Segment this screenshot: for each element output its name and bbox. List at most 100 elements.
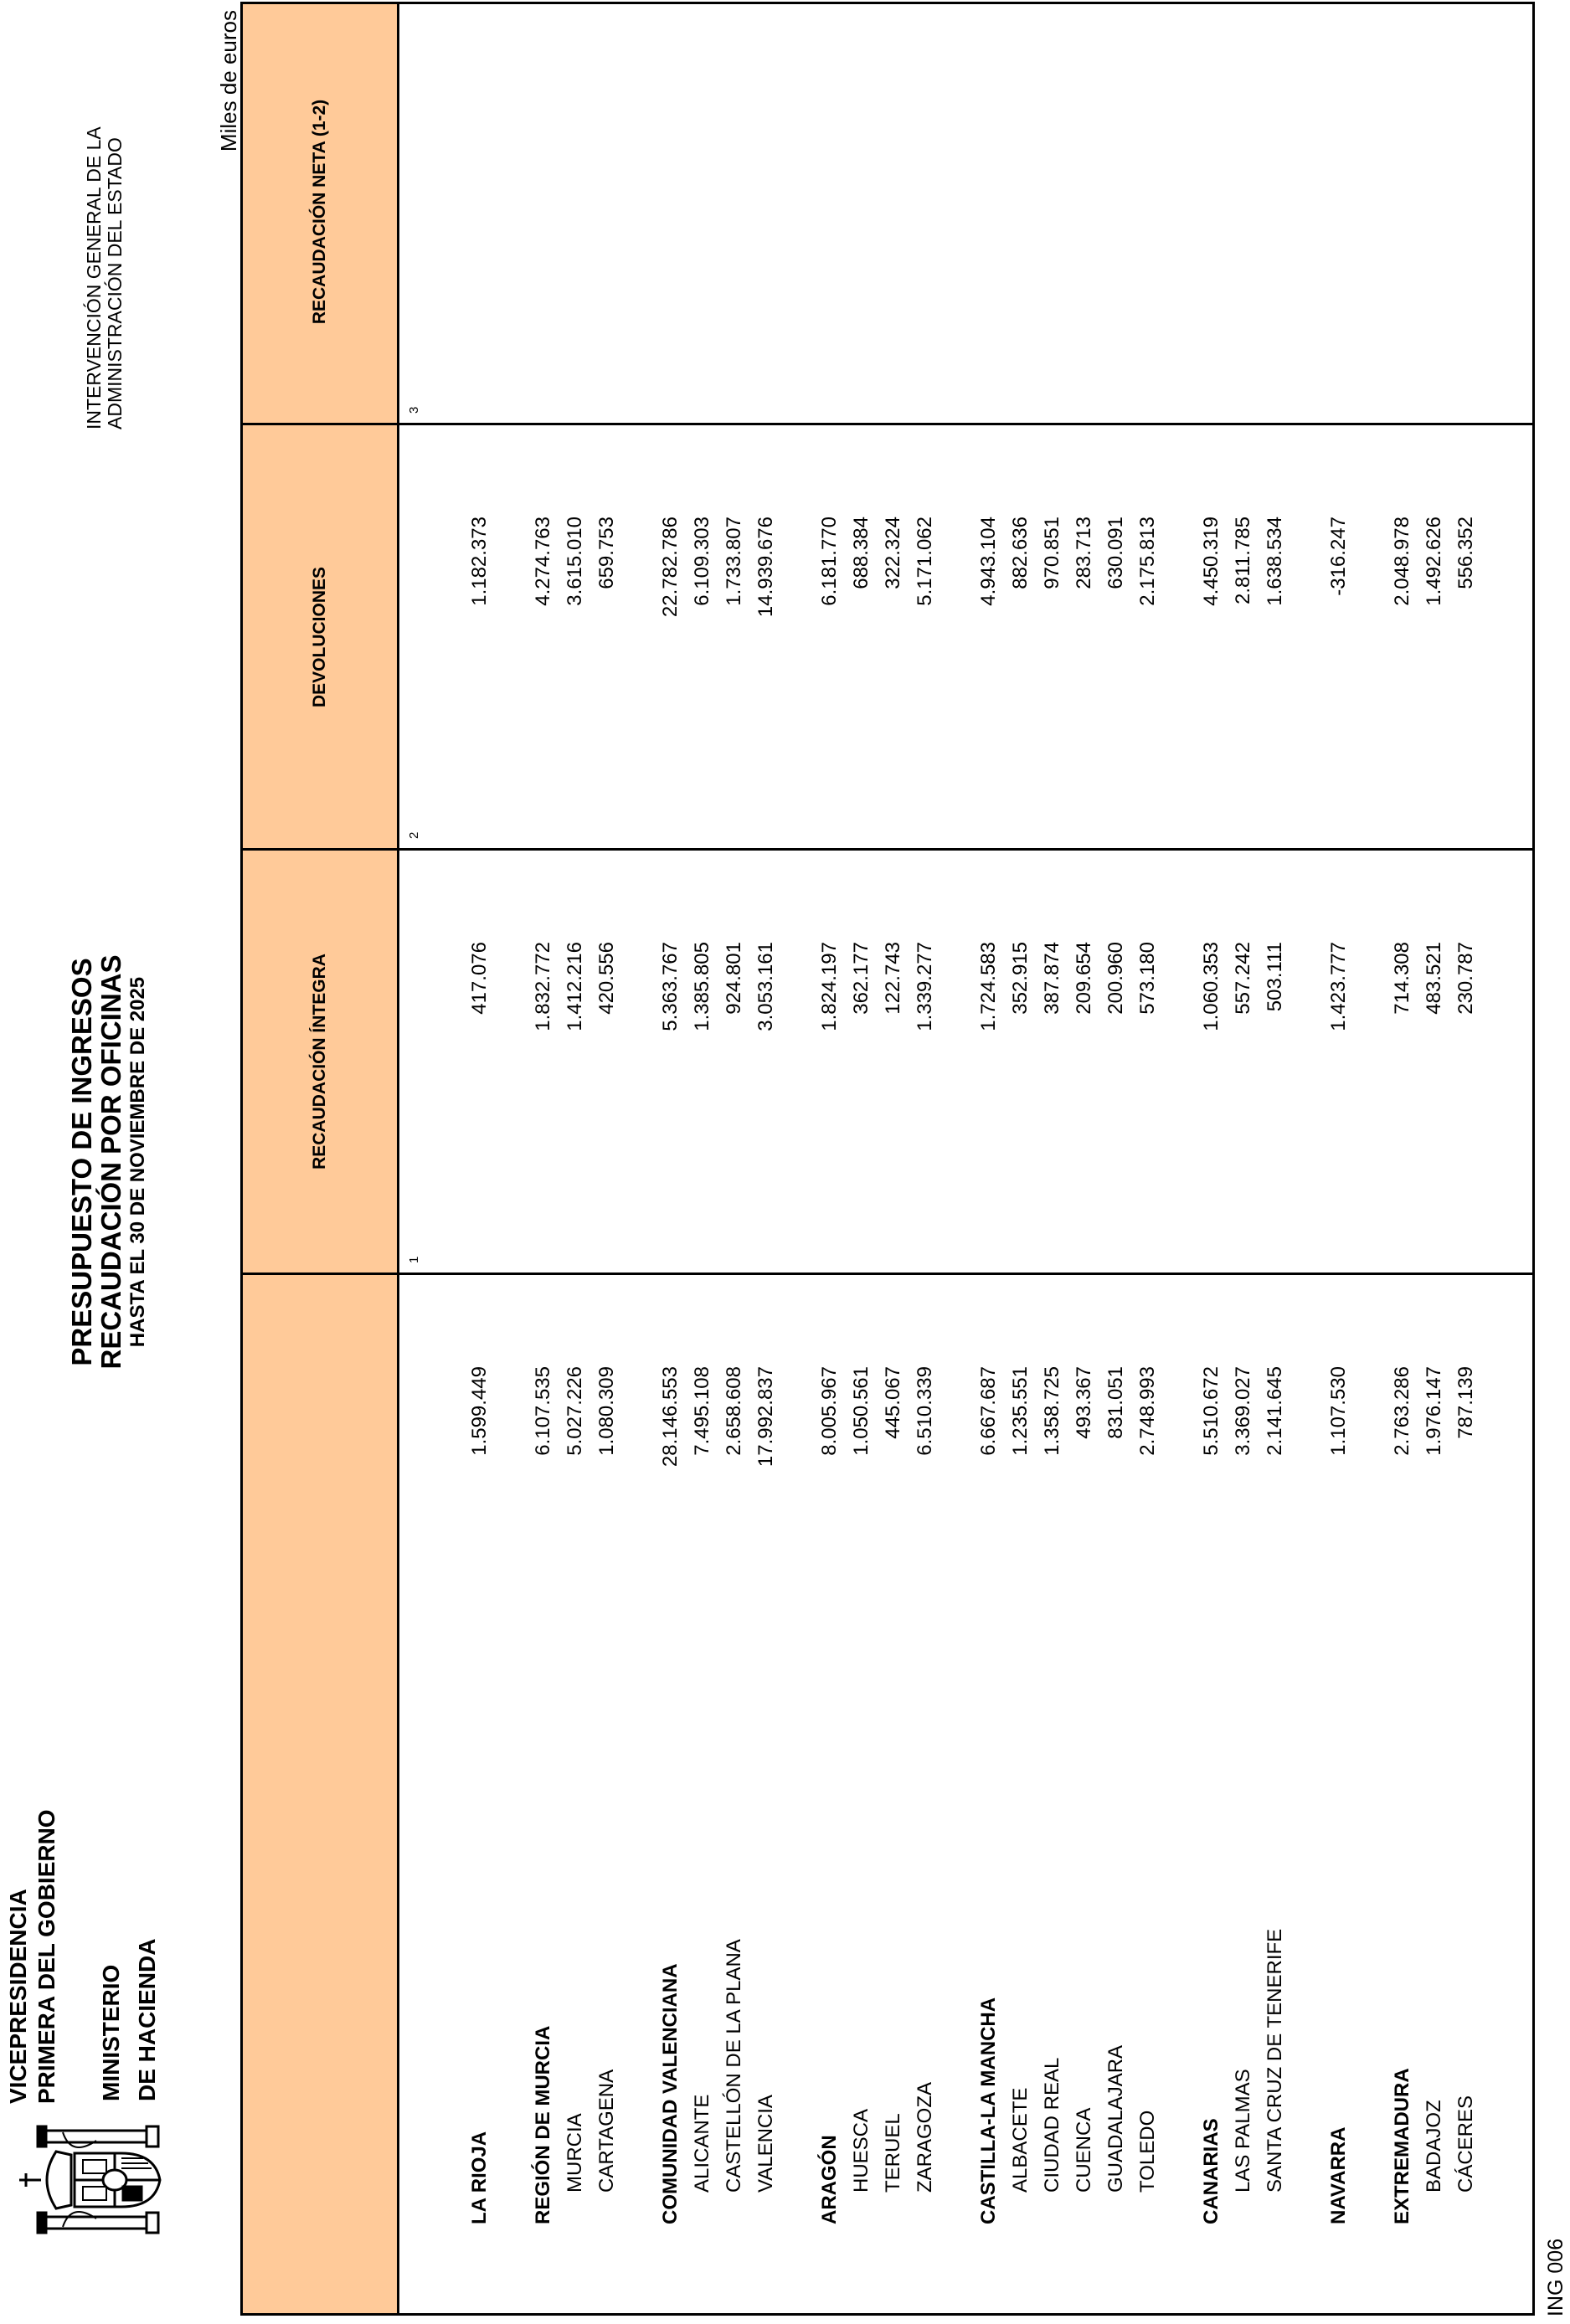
value-integra: 2.748.993 — [1136, 1366, 1159, 1456]
office-name: COMUNIDAD VALENCIANA — [659, 1963, 682, 2224]
value-devoluciones: 503.111 — [1264, 942, 1286, 1012]
value-integra: 5.027.226 — [564, 1366, 586, 1456]
value-integra: 1.976.147 — [1423, 1366, 1445, 1456]
value-neta: 4.274.763 — [532, 517, 554, 606]
group-row: COMUNIDAD VALENCIANA 28.146.553 5.363.767 2… — [655, 4, 687, 2313]
group-row: EXTREMADURA 2.763.286 714.308 2.048.978 — [1387, 4, 1418, 2313]
org-line-2: PRIMERA DEL GOBIERNO — [33, 1809, 59, 2104]
value-integra: 1.050.561 — [850, 1366, 873, 1456]
value-devoluciones: 1.060.353 — [1200, 942, 1223, 1031]
org-line-1: VICEPRESIDENCIA — [5, 1889, 31, 2104]
value-devoluciones: 1.412.216 — [564, 942, 586, 1031]
value-integra: 493.367 — [1073, 1366, 1095, 1439]
office-name: TOLEDO — [1136, 2110, 1159, 2193]
value-devoluciones: 483.521 — [1423, 942, 1445, 1015]
units-label: Miles de euros — [216, 10, 241, 152]
value-integra: 6.510.339 — [914, 1366, 936, 1456]
value-integra: 17.992.837 — [754, 1366, 777, 1468]
office-name: CÁCERES — [1454, 2095, 1477, 2193]
office-name: CANARIAS — [1200, 2118, 1223, 2224]
group-row: NAVARRA 1.107.530 1.423.777 -316.247 — [1323, 4, 1355, 2313]
office-row: ALICANTE 7.495.108 1.385.805 6.109.303 — [687, 4, 718, 2313]
agency-line-2: ADMINISTRACIÓN DEL ESTADO — [104, 137, 126, 429]
value-devoluciones: 714.308 — [1391, 942, 1413, 1015]
value-neta: 882.636 — [1009, 517, 1032, 589]
col-header-neta: RECAUDACIÓN NETA (1-2) — [310, 99, 329, 325]
value-neta: 2.175.813 — [1136, 517, 1159, 606]
value-neta: 1.182.373 — [468, 517, 491, 606]
value-neta: 322.324 — [882, 517, 904, 589]
office-row: LAS PALMAS 3.369.027 557.242 2.811.785 — [1228, 4, 1259, 2313]
value-integra: 1.599.449 — [468, 1366, 491, 1456]
page-title: PRESUPUESTO DE INGRESOS — [66, 958, 97, 1366]
col-number-3: 3 — [407, 406, 421, 414]
office-name: SANTA CRUZ DE TENERIFE — [1264, 1928, 1286, 2193]
group-row: REGIÓN DE MURCIA 6.107.535 1.832.772 4.274.… — [528, 4, 559, 2313]
value-devoluciones: 3.053.161 — [754, 942, 777, 1031]
value-devoluciones: 1.339.277 — [914, 942, 936, 1031]
office-row: CUENCA 493.367 209.654 283.713 — [1068, 4, 1100, 2313]
value-neta: 283.713 — [1073, 517, 1095, 589]
value-integra: 1.235.551 — [1009, 1366, 1032, 1456]
office-name: TERUEL — [882, 2113, 904, 2193]
office-name: MURCIA — [564, 2113, 586, 2193]
office-row: TERUEL 445.067 122.743 322.324 — [878, 4, 909, 2313]
office-row: TOLEDO 2.748.993 573.180 2.175.813 — [1132, 4, 1164, 2313]
date-line: HASTA EL 30 DE NOVIEMBRE DE 2025 — [126, 976, 149, 1348]
office-row: ZARAGOZA 6.510.339 1.339.277 5.171.062 — [909, 4, 941, 2313]
value-integra: 7.495.108 — [691, 1366, 713, 1456]
value-neta: 1.492.626 — [1423, 517, 1445, 606]
value-devoluciones: 1.724.583 — [977, 942, 1000, 1031]
office-name: CASTILLA-LA MANCHA — [977, 1997, 1000, 2224]
value-devoluciones: 573.180 — [1136, 942, 1159, 1015]
value-integra: 6.667.687 — [977, 1366, 1000, 1456]
value-neta: 970.851 — [1041, 517, 1063, 589]
title-block: PRESUPUESTO DE INGRESOS RECAUDACIÓN POR … — [66, 743, 151, 1581]
value-neta: 4.450.319 — [1200, 517, 1223, 606]
value-integra: 831.051 — [1104, 1366, 1127, 1439]
value-neta: 6.109.303 — [691, 517, 713, 606]
coat-of-arms-icon — [19, 2125, 162, 2234]
office-row: CÁCERES 787.139 230.787 556.352 — [1450, 4, 1482, 2313]
office-name: CUENCA — [1073, 2107, 1095, 2193]
value-devoluciones: 5.363.767 — [659, 942, 682, 1031]
value-neta: 14.939.676 — [754, 517, 777, 618]
document-code: ING 006 — [1544, 2238, 1567, 2316]
col-number-1: 1 — [407, 1256, 421, 1263]
value-neta: 556.352 — [1454, 517, 1477, 589]
value-devoluciones: 924.801 — [723, 942, 745, 1015]
office-row: ALBACETE 1.235.551 352.915 882.636 — [1005, 4, 1037, 2313]
office-row: CASTELLÓN DE LA PLANA 2.658.608 924.801 1.7… — [718, 4, 750, 2313]
value-neta: 3.615.010 — [564, 517, 586, 606]
value-integra: 28.146.553 — [659, 1366, 682, 1468]
col-header-integra: RECAUDACIÓN ÍNTEGRA — [310, 954, 329, 1170]
value-integra: 1.080.309 — [595, 1366, 618, 1456]
value-integra: 1.358.725 — [1041, 1366, 1063, 1456]
value-devoluciones: 209.654 — [1073, 942, 1095, 1015]
value-devoluciones: 557.242 — [1232, 942, 1254, 1015]
value-devoluciones: 362.177 — [850, 942, 873, 1015]
ministry-line-1: MINISTERIO — [98, 1964, 124, 2101]
value-integra: 787.139 — [1454, 1366, 1477, 1439]
col-number-2: 2 — [407, 831, 421, 839]
value-integra: 2.141.645 — [1264, 1366, 1286, 1456]
value-neta: 2.048.978 — [1391, 517, 1413, 606]
office-name: EXTREMADURA — [1391, 2068, 1413, 2224]
revenue-table: RECAUDACIÓN ÍNTEGRA DEVOLUCIONES RECAUDA… — [240, 2, 1535, 2316]
office-row: SANTA CRUZ DE TENERIFE 2.141.645 503.111 1.… — [1259, 4, 1291, 2313]
col-header-devoluciones: DEVOLUCIONES — [310, 566, 329, 708]
office-name: LAS PALMAS — [1232, 2069, 1254, 2193]
office-row: GUADALAJARA 831.051 200.960 630.091 — [1100, 4, 1132, 2313]
office-name: NAVARRA — [1327, 2126, 1350, 2224]
value-neta: 4.943.104 — [977, 517, 1000, 606]
office-name: ARAGÓN — [818, 2135, 841, 2224]
value-integra: 445.067 — [882, 1366, 904, 1439]
group-row: CASTILLA-LA MANCHA 6.667.687 1.724.583 4.94… — [973, 4, 1005, 2313]
office-row: BADAJOZ 1.976.147 483.521 1.492.626 — [1418, 4, 1450, 2313]
value-neta: 659.753 — [595, 517, 618, 589]
office-row: VALENCIA 17.992.837 3.053.161 14.939.676 — [750, 4, 782, 2313]
office-name: ZARAGOZA — [914, 2081, 936, 2193]
value-neta: 5.171.062 — [914, 517, 936, 606]
office-name: LA RIOJA — [468, 2131, 491, 2224]
